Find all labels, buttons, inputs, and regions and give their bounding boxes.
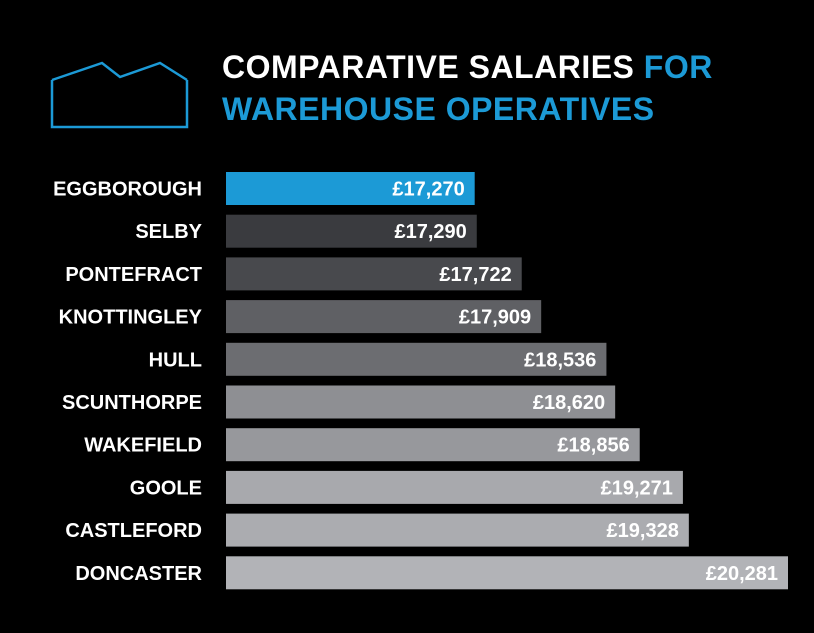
bar-selby xyxy=(226,214,477,248)
bar-wakefield xyxy=(226,428,640,462)
bar-doncaster xyxy=(226,556,788,590)
house-outline-icon xyxy=(50,61,189,129)
bar-castleford xyxy=(226,513,689,547)
value-label-eggborough: £17,270 xyxy=(392,179,464,201)
category-label-doncaster: DONCASTER xyxy=(75,563,202,585)
category-label-selby: SELBY xyxy=(135,221,202,243)
bar-scunthorpe xyxy=(226,385,616,419)
value-label-wakefield: £18,856 xyxy=(557,435,629,457)
title-part-white: COMPARATIVE SALARIES xyxy=(222,49,635,85)
value-label-pontefract: £17,722 xyxy=(439,264,511,286)
value-label-castleford: £19,328 xyxy=(607,520,679,542)
bar-goole xyxy=(226,470,683,504)
category-label-goole: GOOLE xyxy=(130,477,202,499)
category-label-scunthorpe: SCUNTHORPE xyxy=(62,392,202,414)
bar-eggborough xyxy=(226,172,475,205)
bar-hull xyxy=(226,342,607,376)
value-label-doncaster: £20,281 xyxy=(706,563,778,585)
category-label-pontefract: PONTEFRACT xyxy=(65,264,202,286)
bar-knottingley xyxy=(226,300,542,334)
category-label-castleford: CASTLEFORD xyxy=(65,520,202,542)
title-part-blue: FOR WAREHOUSE OPERATIVES xyxy=(222,49,713,127)
value-label-goole: £19,271 xyxy=(601,477,673,499)
value-label-knottingley: £17,909 xyxy=(459,307,531,329)
value-label-hull: £18,536 xyxy=(524,349,596,371)
bar-pontefract xyxy=(226,257,522,291)
value-label-scunthorpe: £18,620 xyxy=(533,392,605,414)
value-label-selby: £17,290 xyxy=(394,221,466,243)
category-label-knottingley: KNOTTINGLEY xyxy=(59,307,203,329)
category-label-eggborough: EGGBOROUGH xyxy=(53,179,202,201)
category-label-hull: HULL xyxy=(149,349,202,371)
chart-title: COMPARATIVE SALARIES FOR WAREHOUSE OPERA… xyxy=(222,46,802,130)
category-label-wakefield: WAKEFIELD xyxy=(84,435,202,457)
